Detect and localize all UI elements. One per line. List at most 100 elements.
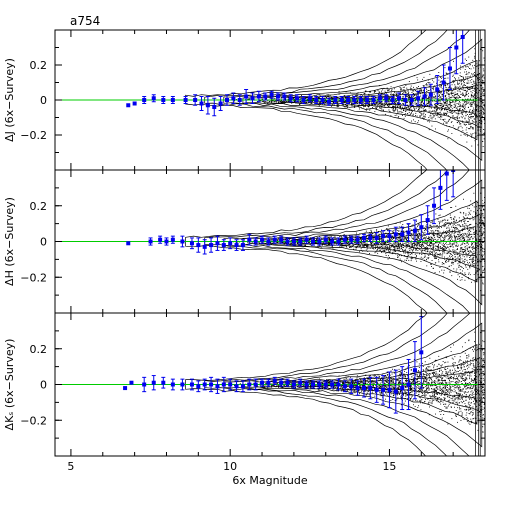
density-dot: [473, 229, 475, 231]
density-dot: [469, 117, 471, 118]
density-dot: [371, 242, 373, 243]
density-dot: [393, 244, 395, 246]
density-dot: [462, 106, 464, 108]
density-dot: [391, 235, 392, 237]
density-dot: [483, 129, 484, 130]
density-dot: [447, 77, 449, 79]
density-dot: [454, 253, 455, 255]
density-dot: [396, 230, 398, 231]
density-dot: [469, 246, 471, 248]
density-dot: [473, 116, 474, 117]
density-dot: [463, 105, 465, 107]
density-dot: [457, 238, 459, 240]
density-dot: [457, 258, 459, 260]
density-dot: [470, 126, 472, 127]
density-dot: [400, 109, 402, 111]
density-dot: [469, 218, 471, 220]
density-dot: [456, 238, 458, 240]
density-dot: [440, 80, 442, 82]
density-dot: [299, 101, 301, 103]
data-point: [275, 94, 280, 99]
density-dot: [444, 103, 446, 105]
density-dot: [473, 110, 475, 112]
density-dot: [465, 100, 467, 102]
density-dot: [428, 253, 430, 255]
density-dot: [458, 77, 460, 79]
density-dot: [421, 97, 423, 99]
density-dot: [431, 237, 433, 239]
density-dot: [397, 243, 399, 245]
density-dot: [427, 103, 429, 104]
density-dot: [431, 231, 432, 233]
density-dot: [428, 129, 430, 131]
density-dot: [426, 224, 428, 225]
density-dot: [401, 100, 403, 102]
density-dot: [344, 95, 346, 97]
density-dot: [463, 84, 465, 85]
density-dot: [482, 107, 484, 109]
density-dot: [463, 239, 465, 241]
density-dot: [368, 94, 370, 96]
density-dot: [393, 110, 394, 112]
density-dot: [426, 83, 427, 85]
density-dot: [480, 192, 482, 194]
density-dot: [398, 248, 400, 250]
density-dot: [451, 253, 453, 255]
density-dot: [375, 90, 377, 92]
density-dot: [400, 89, 401, 91]
density-dot: [423, 256, 425, 258]
density-dot: [364, 233, 366, 235]
density-dot: [425, 237, 427, 239]
density-dot: [389, 257, 390, 258]
density-dot: [432, 231, 434, 233]
density-dot: [432, 100, 434, 102]
density-dot: [477, 233, 479, 235]
density-dot: [467, 235, 468, 237]
density-dot: [469, 110, 470, 112]
density-dot: [390, 86, 392, 88]
density-dot: [437, 248, 439, 250]
density-dot: [405, 91, 407, 93]
density-dot: [467, 80, 469, 82]
density-dot: [450, 246, 452, 247]
density-dot: [435, 242, 437, 244]
density-dot: [423, 103, 424, 104]
density-dot: [268, 243, 270, 245]
density-dot: [426, 84, 427, 86]
density-dot: [400, 106, 401, 108]
density-dot: [386, 246, 388, 248]
density-dot: [400, 240, 402, 242]
density-dot: [478, 240, 480, 242]
density-dot: [414, 256, 416, 258]
density-dot: [415, 232, 417, 234]
data-point: [441, 80, 446, 85]
data-point: [126, 103, 131, 108]
density-dot: [444, 113, 445, 115]
data-point: [301, 98, 306, 102]
density-dot: [362, 94, 364, 96]
density-dot: [409, 94, 410, 96]
density-dot: [445, 102, 446, 104]
density-dot: [307, 98, 309, 100]
density-dot: [469, 87, 470, 89]
data-point: [269, 92, 274, 97]
density-dot: [419, 246, 421, 247]
density-dot: [433, 238, 435, 240]
density-dot: [439, 85, 441, 87]
density-dot: [439, 105, 441, 106]
density-dot: [423, 115, 424, 117]
density-dot: [433, 100, 435, 101]
density-dot: [381, 90, 382, 92]
density-dot: [381, 101, 383, 103]
density-dot: [427, 249, 428, 251]
density-dot: [283, 243, 285, 245]
density-dot: [416, 246, 418, 248]
density-dot: [483, 133, 485, 135]
density-dot: [457, 100, 459, 101]
density-dot: [479, 106, 481, 108]
density-dot: [299, 103, 301, 105]
density-dot: [406, 93, 408, 95]
density-dot: [393, 251, 395, 253]
density-dot: [393, 240, 395, 242]
density-dot: [445, 82, 447, 83]
